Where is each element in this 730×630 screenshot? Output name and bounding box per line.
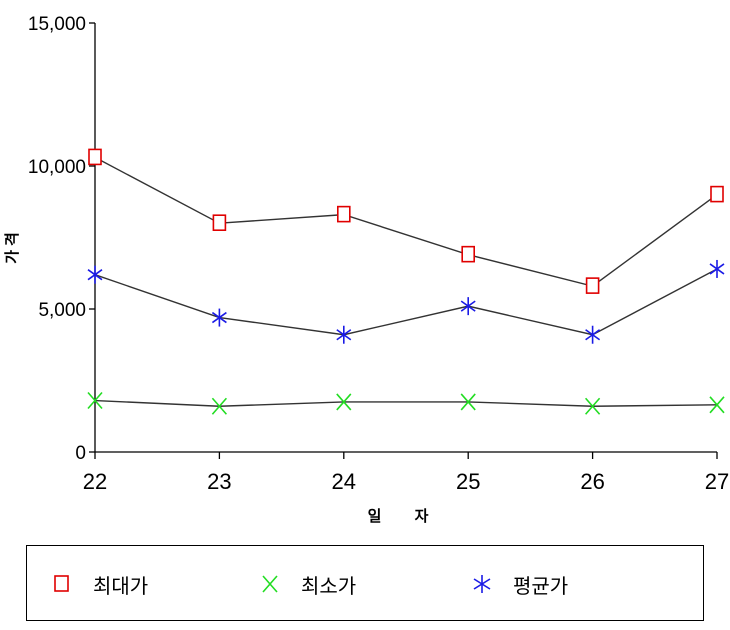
data-point-x bbox=[709, 396, 725, 414]
y-axis-title: 가격 bbox=[3, 228, 21, 264]
data-point-x bbox=[87, 391, 103, 410]
asterisk-marker-icon bbox=[473, 575, 491, 593]
x-tick-label: 23 bbox=[207, 469, 231, 494]
x-tick-label: 25 bbox=[456, 469, 480, 494]
x-axis-title: 일 자 bbox=[368, 507, 443, 525]
tick-labels: 0 5,000 10,000 15,000 22 23 24 25 26 27 bbox=[28, 14, 729, 494]
data-point-asterisk bbox=[460, 297, 476, 316]
y-tick-label: 0 bbox=[75, 443, 86, 464]
data-point-x bbox=[460, 393, 476, 411]
y-tick-label: 10,000 bbox=[28, 157, 86, 178]
series-line-2 bbox=[94, 268, 718, 336]
data-point-square bbox=[585, 277, 600, 294]
data-point-asterisk bbox=[336, 325, 352, 344]
legend-label-max: 최대가 bbox=[93, 573, 149, 598]
chart-axes bbox=[89, 22, 718, 459]
chart-legend: 최대가 최소가 평균가 bbox=[26, 545, 704, 621]
data-point-square bbox=[212, 214, 227, 231]
legend-label-avg: 평균가 bbox=[513, 573, 569, 598]
legend-label-min: 최소가 bbox=[301, 573, 357, 598]
legend-item-min: 최소가 bbox=[259, 546, 356, 622]
data-point-square bbox=[88, 148, 102, 166]
series-lines bbox=[94, 156, 718, 407]
data-point-x bbox=[336, 393, 352, 411]
x-marker-icon bbox=[262, 575, 278, 593]
data-point-asterisk bbox=[585, 325, 601, 344]
data-point-square bbox=[336, 205, 351, 223]
y-tick-label: 15,000 bbox=[28, 14, 86, 35]
legend-item-avg: 평균가 bbox=[471, 546, 568, 622]
x-tick-label: 26 bbox=[580, 469, 604, 494]
data-point-asterisk bbox=[87, 265, 103, 284]
data-point-x bbox=[211, 397, 228, 415]
data-point-x bbox=[584, 397, 601, 415]
square-marker-icon bbox=[54, 575, 69, 592]
series-line-0 bbox=[94, 156, 718, 287]
x-tick-label: 24 bbox=[332, 469, 356, 494]
data-point-asterisk bbox=[211, 308, 227, 327]
x-tick-label: 27 bbox=[705, 469, 729, 494]
line-chart: 0 5,000 10,000 15,000 22 23 24 25 26 27 일 자 가격 bbox=[3, 14, 729, 525]
data-point-square bbox=[710, 185, 724, 203]
y-tick-label: 5,000 bbox=[38, 300, 86, 321]
data-point-square bbox=[461, 245, 476, 263]
series-line-1 bbox=[94, 399, 718, 407]
x-tick-label: 22 bbox=[83, 469, 107, 494]
data-point-asterisk bbox=[709, 259, 725, 278]
series-markers bbox=[87, 148, 725, 415]
legend-item-max: 최대가 bbox=[51, 546, 148, 622]
